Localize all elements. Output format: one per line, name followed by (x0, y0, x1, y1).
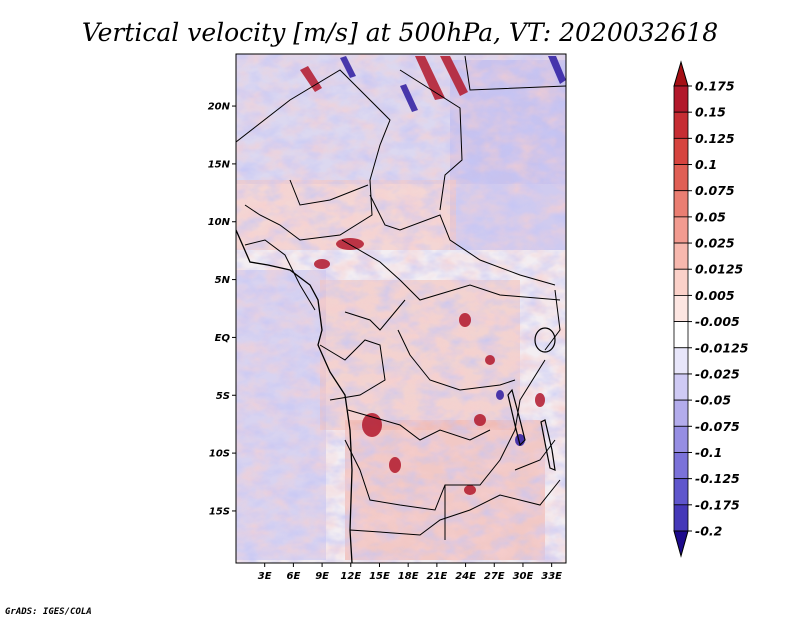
colorbar-label: 0.125 (695, 131, 735, 146)
lat-tick-label: 15S (209, 506, 230, 517)
lon-tick-label: 3E (258, 571, 272, 582)
colorbar-bottom-triangle (673, 530, 689, 558)
country-boundaries (236, 55, 566, 540)
lon-tick-label: 33E (541, 571, 562, 582)
colorbar-swatch (673, 373, 689, 401)
colorbar-swatch (673, 295, 689, 322)
colorbar-label: 0.1 (695, 157, 717, 172)
colorbar-label: -0.125 (695, 471, 740, 486)
strong-descent-cells (340, 56, 566, 446)
coastline (236, 229, 353, 563)
colorbar-label: 0.05 (695, 209, 726, 224)
lon-tick-label: 15E (369, 571, 390, 582)
colorbar-label: 0.0125 (695, 262, 744, 277)
strong-ascent-cells (300, 56, 545, 495)
latitude-axis: 20N 15N 10N 5N EQ 5S 10S 15S (208, 102, 236, 517)
colorbar-swatch (673, 164, 689, 192)
colorbar-label: -0.2 (695, 524, 722, 539)
colorbar-label: 0.005 (695, 288, 735, 303)
colorbar-label: 0.15 (695, 105, 726, 120)
colorbar-swatch (673, 347, 689, 375)
lat-tick-label: 10S (209, 449, 230, 460)
colorbar-label: 0.175 (695, 79, 735, 94)
lon-tick-label: 24E (455, 571, 476, 582)
lon-tick-label: 12E (340, 571, 361, 582)
lon-tick-label: 21E (426, 571, 447, 582)
lat-tick-label: 5S (216, 391, 230, 402)
colorbar-label: -0.0125 (695, 340, 749, 355)
colorbar-label: -0.05 (695, 393, 731, 408)
colorbar-label: -0.075 (695, 419, 740, 434)
colorbar-swatch (673, 85, 689, 113)
colorbar-swatch (673, 321, 689, 349)
colorbar-label: -0.005 (695, 314, 740, 329)
chart-title: Vertical velocity [m/s] at 500hPa, VT: 2… (82, 18, 718, 47)
lat-tick-label: 5N (215, 275, 231, 286)
colorbar-label: -0.1 (695, 445, 722, 460)
colorbar-swatch (673, 190, 689, 218)
velocity-field-texture (236, 54, 566, 563)
longitude-axis: 3E 6E 9E 12E 15E 18E 21E 24E 27E 30E 33E (258, 563, 562, 582)
lakes (507, 327, 556, 471)
lon-tick-label: 9E (315, 571, 329, 582)
lon-tick-label: 6E (286, 571, 300, 582)
colorbar-swatch (673, 478, 689, 506)
colorbar-top-triangle (673, 60, 689, 87)
colorbar-swatch (673, 504, 689, 532)
map-panel (236, 54, 566, 563)
grads-credit: GrADS: IGES/COLA (5, 607, 92, 617)
lat-tick-label: 15N (208, 159, 231, 170)
colorbar-swatch (673, 452, 689, 480)
colorbar-label: 0.025 (695, 236, 735, 251)
lat-tick-label: 20N (208, 102, 231, 113)
colorbar-label: -0.025 (695, 366, 740, 381)
colorbar-label: -0.175 (695, 497, 740, 512)
lon-tick-label: 30E (513, 571, 534, 582)
lat-tick-label: EQ (215, 333, 231, 344)
colorbar-swatch (673, 242, 689, 270)
colorbar-swatch (673, 399, 689, 427)
colorbar-label: 0.075 (695, 183, 735, 198)
colorbar-swatch (673, 111, 689, 139)
colorbar-swatch (673, 425, 689, 453)
colorbar-swatch (673, 268, 689, 296)
lon-tick-label: 27E (484, 571, 505, 582)
colorbar-swatch (673, 216, 689, 244)
lat-tick-label: 10N (208, 217, 231, 228)
colorbar-swatch (673, 137, 689, 165)
lon-tick-label: 18E (398, 571, 419, 582)
map-frame (235, 53, 567, 564)
colorbar: 0.175 0.15 0.125 0.1 0.075 0.05 0.025 0.0125 0.0… (673, 60, 749, 558)
